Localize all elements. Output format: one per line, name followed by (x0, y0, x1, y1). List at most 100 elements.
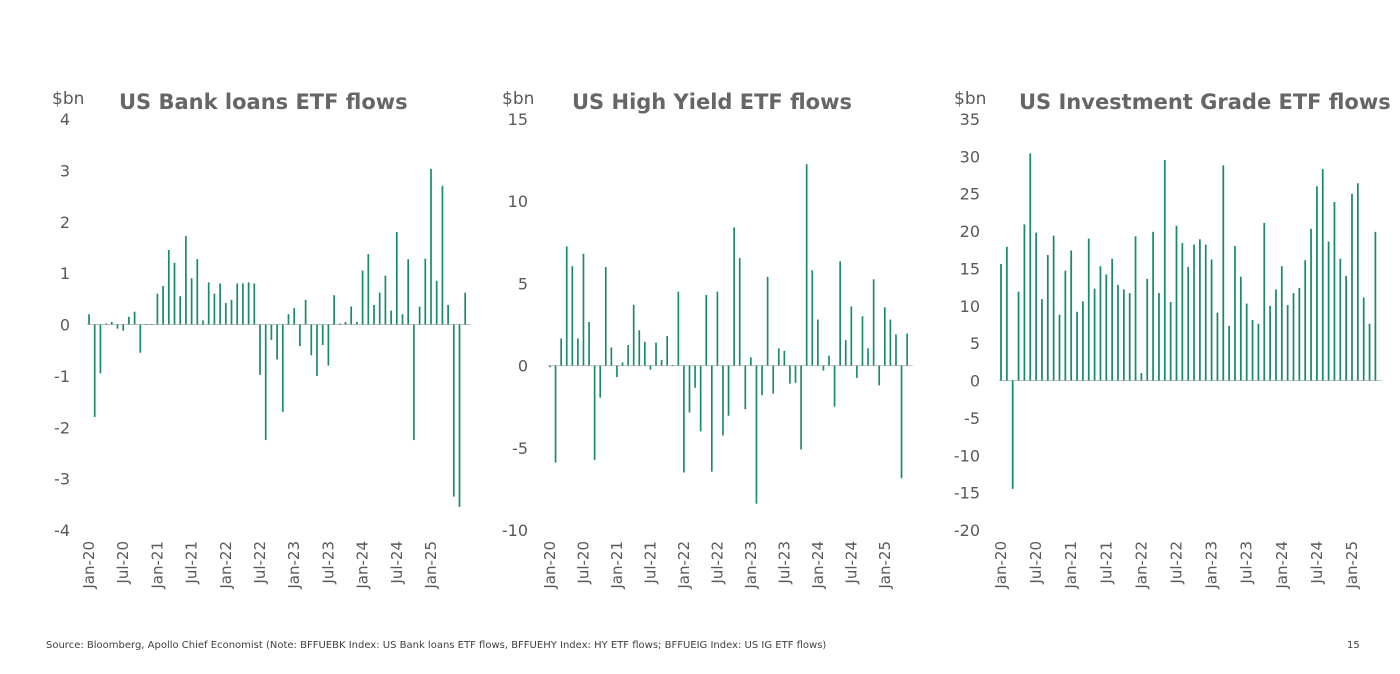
chart-bank-loans-bar (105, 323, 107, 325)
chart-investment-grade-bar (1368, 323, 1371, 381)
chart-investment-grade-bar (1005, 246, 1008, 381)
chart-bank-loans-bar (430, 168, 432, 325)
chart-investment-grade-ytick: 10 (960, 297, 980, 316)
chart-investment-grade-xtick: Jan-24 (1273, 541, 1291, 590)
chart-bank-loans-bar (207, 282, 210, 325)
chart-high-yield-bar (683, 365, 685, 473)
chart-bank-loans-bar (356, 321, 358, 325)
chart-investment-grade-bar (1181, 243, 1184, 381)
chart-investment-grade-bar (1239, 276, 1242, 381)
chart-bank-loans-bar (236, 283, 239, 325)
chart-bank-loans-bar (173, 262, 176, 325)
chart-high-yield-bar (839, 261, 841, 366)
chart-high-yield-bar (722, 365, 724, 436)
chart-bank-loans-bar (373, 304, 375, 325)
chart-investment-grade-bar (1374, 231, 1377, 381)
chart-investment-grade-bar (1269, 305, 1271, 381)
chart-bank-loans-bar (293, 308, 296, 325)
chart-investment-grade-bar (1000, 263, 1002, 381)
chart-bank-loans-xtick: Jul-24 (388, 541, 406, 585)
chart-bank-loans-bar (219, 283, 221, 325)
chart-investment-grade-xtick: Jul-22 (1168, 541, 1186, 585)
chart-high-yield-ytick: -5 (512, 439, 528, 458)
chart-high-yield-bar (616, 365, 618, 378)
chart-bank-loans-bar (88, 314, 90, 325)
chart-bank-loans-bar (242, 283, 244, 325)
chart-high-yield-title: US High Yield ETF flows (572, 90, 852, 114)
chart-investment-grade-bar (1304, 260, 1307, 381)
chart-high-yield-bar (878, 365, 881, 386)
chart-investment-grade-bar (1257, 323, 1260, 381)
chart-bank-loans-bar (253, 283, 256, 325)
chart-investment-grade-bar (1286, 305, 1289, 381)
chart-bank-loans-xtick: Jan-24 (354, 541, 372, 590)
chart-high-yield-bar (895, 334, 897, 366)
chart-investment-grade-bar (1093, 288, 1096, 381)
chart-investment-grade-bar (1339, 258, 1342, 381)
chart-high-yield-bar (750, 357, 752, 366)
chart-investment-grade-bar (1099, 266, 1102, 381)
chart-investment-grade-xtick: Jan-25 (1343, 541, 1361, 590)
chart-high-yield-bar (604, 266, 607, 366)
chart-investment-grade-ytick: 5 (970, 334, 980, 353)
chart-bank-loans-bar (424, 258, 427, 325)
chart-high-yield-bar (755, 365, 758, 504)
chart-investment-grade-bar (1251, 320, 1254, 381)
chart-bank-loans-bar (122, 324, 125, 331)
chart-investment-grade-ytick: 35 (960, 110, 980, 129)
chart-bank-loans-xtick: Jan-23 (285, 541, 303, 590)
chart-bank-loans-bar (327, 324, 330, 366)
chart-high-yield-bar (833, 365, 836, 407)
chart-investment-grade-bar (1175, 225, 1178, 381)
chart-high-yield-bar (716, 291, 719, 366)
chart-bank-loans-bar (167, 250, 170, 325)
chart-high-yield-bar (889, 319, 892, 366)
chart-high-yield-bar (789, 365, 791, 384)
chart-bank-loans-bar (179, 296, 182, 325)
chart-bank-loans-bar (464, 292, 467, 325)
chart-investment-grade-bar (1321, 169, 1324, 381)
chart-high-yield-bar (582, 253, 585, 366)
chart-bank-loans-xtick: Jul-23 (319, 541, 337, 585)
chart-investment-grade-bar (1362, 297, 1365, 381)
chart-high-yield-bar (710, 365, 713, 472)
chart-investment-grade-bar (1064, 270, 1067, 381)
chart-bank-loans-bar (299, 324, 301, 347)
chart-investment-grade-ytick: -15 (954, 484, 980, 503)
chart-bank-loans-bar (316, 324, 318, 376)
chart-high-yield-bar (549, 365, 551, 368)
chart-investment-grade-ytick: -10 (954, 446, 980, 465)
chart-investment-grade-bar (1327, 241, 1330, 381)
chart-investment-grade-bar (1333, 201, 1336, 381)
chart-bank-loans-xtick: Jan-22 (217, 541, 235, 590)
chart-investment-grade-xtick: Jan-21 (1062, 541, 1080, 590)
chart-high-yield-bar (850, 306, 853, 366)
chart-high-yield-bar (588, 322, 590, 366)
chart-bank-loans-bar (213, 293, 216, 325)
chart-investment-grade-bar (1041, 299, 1043, 381)
chart-bank-loans-ytick: -4 (54, 521, 70, 540)
chart-investment-grade-bar (1105, 274, 1108, 381)
chart-investment-grade-bar (1122, 289, 1125, 381)
chart-bank-loans-bar (338, 323, 341, 325)
chart-investment-grade-bar (1187, 266, 1190, 381)
chart-investment-grade-bar (1023, 224, 1026, 381)
chart-bank-loans-xtick: Jul-20 (114, 541, 132, 585)
chart-investment-grade-bar (1163, 160, 1166, 381)
chart-bank-loans-bar (378, 292, 381, 325)
chart-high-yield-ytick: 0 (518, 357, 528, 376)
chart-bank-loans-bar (441, 185, 444, 325)
chart-bank-loans-ytick: 4 (60, 110, 70, 129)
chart-investment-grade-unit: $bn (954, 89, 986, 109)
chart-high-yield-bar (627, 345, 629, 366)
chart-high-yield-bar (560, 338, 562, 366)
chart-investment-grade-ytick: -20 (954, 521, 980, 540)
chart-investment-grade-bar (1316, 186, 1318, 381)
chart-bank-loans-xtick: Jan-25 (422, 541, 440, 590)
chart-high-yield-bar (766, 276, 769, 366)
chart-bank-loans-bar (413, 324, 415, 441)
chart-bank-loans-bar (202, 320, 204, 325)
chart-bank-loans-bar (361, 270, 364, 325)
chart-investment-grade-ytick: 15 (960, 259, 980, 278)
